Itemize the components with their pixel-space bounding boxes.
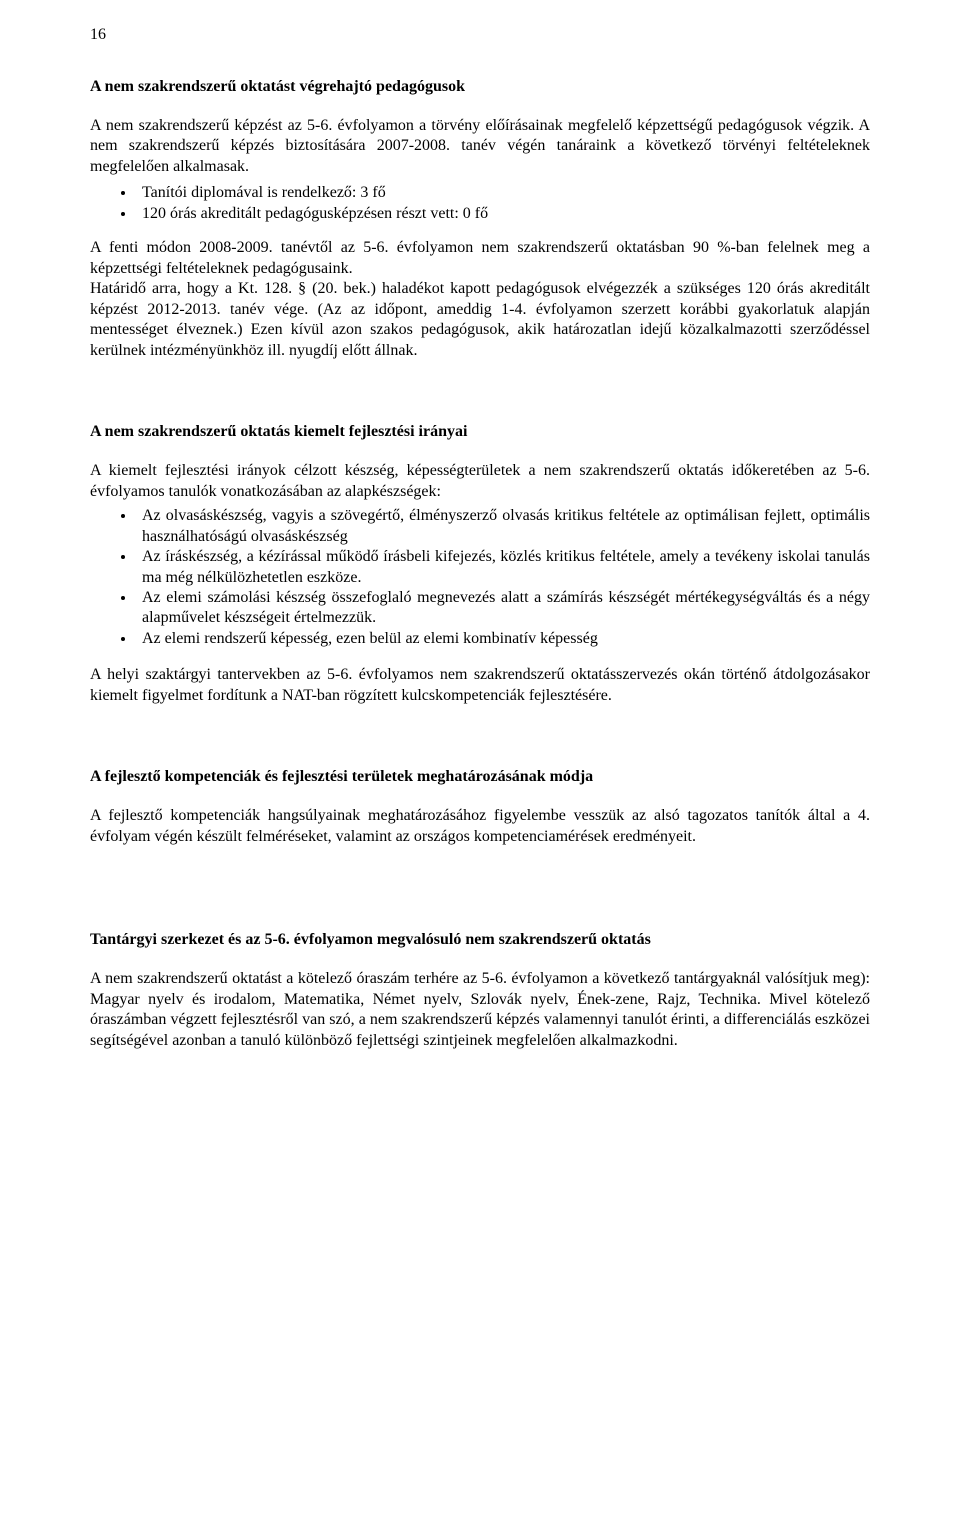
section-1-bullets: Tanítói diplomával is rendelkező: 3 fő 1…	[90, 183, 870, 224]
document-page: 16 A nem szakrendszerű oktatást végrehaj…	[0, 0, 960, 1533]
page-number: 16	[90, 26, 106, 44]
section-4: Tantárgyi szerkezet és az 5-6. évfolyamo…	[90, 931, 870, 1051]
section-4-heading: Tantárgyi szerkezet és az 5-6. évfolyamo…	[90, 931, 870, 949]
section-1: A nem szakrendszerű oktatást végrehajtó …	[90, 78, 870, 361]
list-item: Az elemi rendszerű képesség, ezen belül …	[136, 629, 870, 649]
section-2-para-1: A kiemelt fejlesztési irányok célzott ké…	[90, 461, 870, 502]
list-item: 120 órás akreditált pedagógusképzésen ré…	[136, 204, 870, 224]
list-item: Az elemi számolási készség összefoglaló …	[136, 588, 870, 629]
section-2: A nem szakrendszerű oktatás kiemelt fejl…	[90, 423, 870, 706]
section-3: A fejlesztő kompetenciák és fejlesztési …	[90, 768, 870, 847]
section-3-para-1: A fejlesztő kompetenciák hangsúlyainak m…	[90, 806, 870, 847]
section-2-para-2: A helyi szaktárgyi tantervekben az 5-6. …	[90, 665, 870, 706]
section-2-heading: A nem szakrendszerű oktatás kiemelt fejl…	[90, 423, 870, 441]
section-1-heading: A nem szakrendszerű oktatást végrehajtó …	[90, 78, 870, 96]
section-1-para-1: A nem szakrendszerű képzést az 5-6. évfo…	[90, 116, 870, 177]
list-item: Az íráskészség, a kézírással működő írás…	[136, 547, 870, 588]
section-2-bullets: Az olvasáskészség, vagyis a szövegértő, …	[90, 506, 870, 649]
list-item: Az olvasáskészség, vagyis a szövegértő, …	[136, 506, 870, 547]
section-4-para-1: A nem szakrendszerű oktatást a kötelező …	[90, 969, 870, 1051]
list-item: Tanítói diplomával is rendelkező: 3 fő	[136, 183, 870, 203]
section-1-para-2: A fenti módon 2008-2009. tanévtől az 5-6…	[90, 238, 870, 279]
section-3-heading: A fejlesztő kompetenciák és fejlesztési …	[90, 768, 870, 786]
section-1-para-3: Határidő arra, hogy a Kt. 128. § (20. be…	[90, 279, 870, 361]
